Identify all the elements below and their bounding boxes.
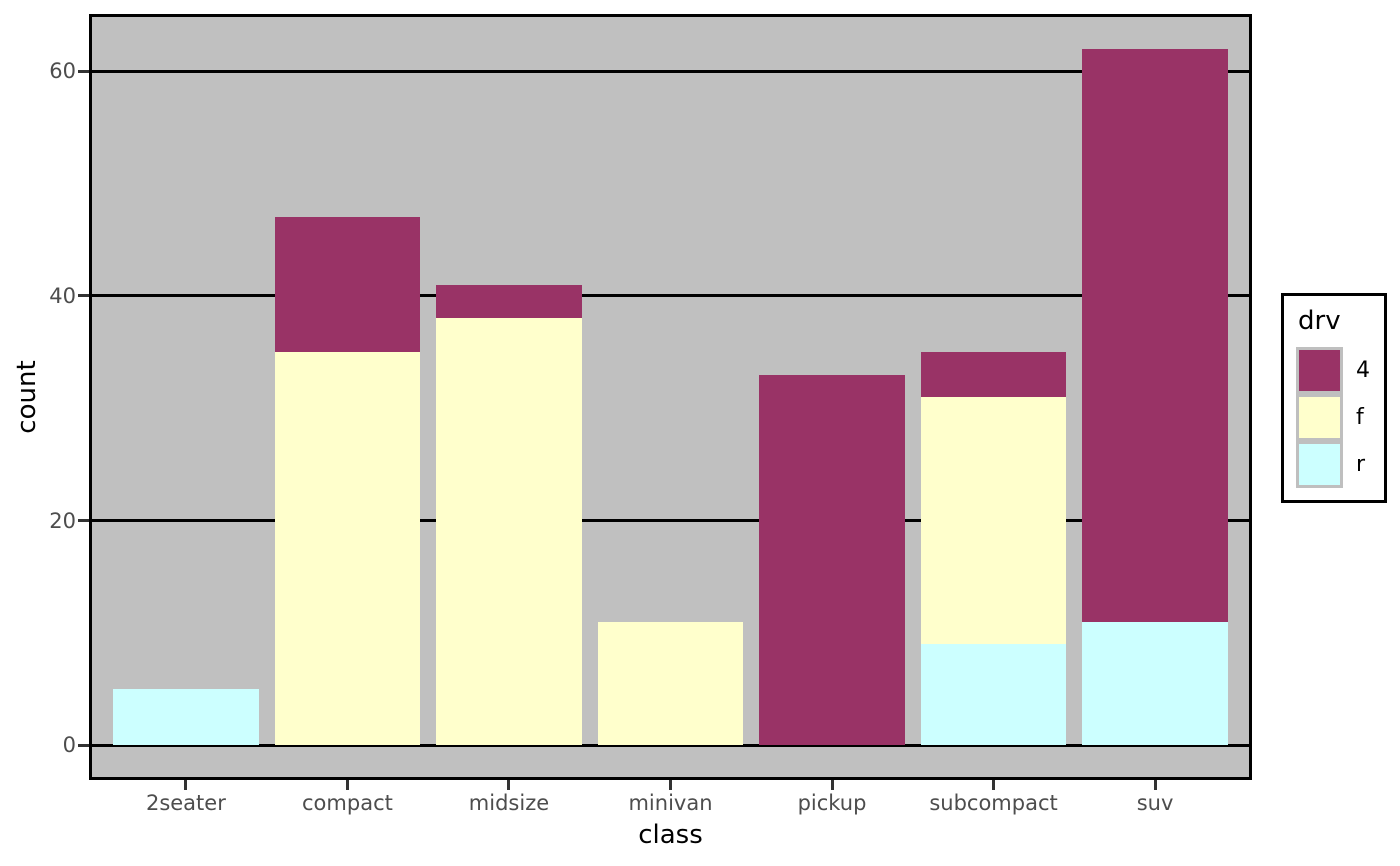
legend-key-swatch [1299, 444, 1340, 485]
x-axis-title: class [638, 820, 703, 850]
legend-key [1296, 347, 1343, 394]
legend-entry-r: r [1296, 441, 1384, 488]
legend-entry-4: 4 [1296, 347, 1384, 394]
y-tick [78, 294, 89, 298]
y-tick [78, 519, 89, 523]
legend-key-swatch [1299, 397, 1340, 438]
gridline-y-0 [92, 743, 1249, 747]
x-tick [345, 780, 349, 790]
bar-segment-subcompact-f [920, 397, 1067, 645]
bar-segment-midsize-f [436, 318, 582, 746]
y-tick [78, 69, 89, 73]
bar-segment-compact-4 [274, 217, 421, 353]
plot-panel [89, 14, 1252, 780]
bar-segment-2seater-r [113, 689, 259, 746]
y-tick-label: 0 [62, 733, 76, 758]
legend-title: drv [1298, 306, 1341, 336]
gridline-y-60 [92, 69, 1249, 73]
legend-entry-label: 4 [1356, 358, 1370, 383]
legend-entry-label: f [1356, 405, 1364, 430]
bar-segment-subcompact-r [920, 644, 1067, 746]
bar-segment-compact-f [274, 352, 421, 746]
bar-segment-pickup-4 [759, 374, 905, 746]
x-tick-label: suv [1136, 791, 1174, 815]
x-tick-label: pickup [797, 791, 867, 815]
legend-key-swatch [1299, 350, 1340, 391]
bar-segment-suv-r [1082, 621, 1228, 746]
x-tick-label: compact [302, 791, 393, 815]
y-tick-label: 20 [49, 508, 76, 533]
x-tick-label: subcompact [929, 791, 1058, 815]
x-tick [507, 780, 511, 790]
x-tick-label: midsize [468, 791, 550, 815]
bar-segment-suv-4 [1082, 48, 1228, 622]
y-axis-title: count [12, 360, 42, 434]
legend-entry-f: f [1296, 394, 1384, 441]
bar-segment-minivan-f [597, 621, 744, 746]
x-tick [184, 780, 188, 790]
x-tick [992, 780, 996, 790]
bar-segment-midsize-4 [436, 284, 582, 319]
y-tick-label: 60 [49, 59, 76, 84]
legend-key [1296, 394, 1343, 441]
x-tick [669, 780, 672, 790]
y-tick-label: 40 [49, 283, 76, 308]
bar-segment-subcompact-4 [920, 352, 1067, 397]
x-tick [830, 780, 834, 790]
x-tick-label: minivan [628, 791, 713, 815]
gridline-y-40 [92, 294, 1249, 298]
x-tick [1153, 780, 1157, 790]
x-tick-label: 2seater [145, 791, 226, 815]
legend-key [1296, 441, 1343, 488]
gridline-y-20 [92, 519, 1249, 523]
y-tick [78, 743, 89, 747]
legend-entry-label: r [1356, 452, 1366, 477]
